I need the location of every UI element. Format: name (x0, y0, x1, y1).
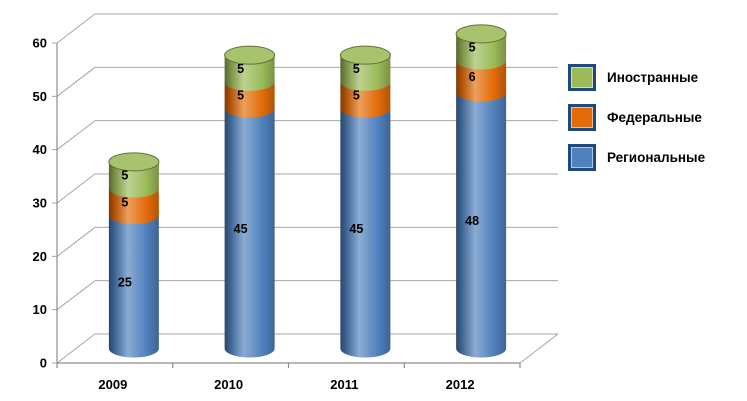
bar-2012: 48 6 5 (455, 24, 507, 358)
y-tick-label: 60 (33, 36, 47, 51)
segment-Федеральные-2009 (108, 188, 159, 225)
data-label-Иностранные-2011: 5 (353, 62, 360, 76)
y-tick-label: 40 (33, 142, 47, 157)
legend-entry-regionalnye: Региональные (568, 143, 705, 172)
segment-Региональные-2009 (108, 215, 159, 358)
segment-Иностранные-2011 (340, 55, 391, 91)
y-tick-label: 0 (40, 356, 47, 371)
segment-Иностранные-2012 (456, 33, 507, 70)
segment-Иностранные-2010 (224, 55, 275, 91)
data-label-Иностранные-2012: 5 (469, 41, 476, 55)
data-label-Региональные-2012: 48 (465, 214, 479, 228)
legend-entry-inostrannye: Иностранные (568, 63, 705, 92)
x-category-label: 2012 (446, 377, 475, 392)
legend: Иностранные Федеральные Региональные (568, 63, 705, 183)
y-axis-labels: 0 10 20 30 40 50 60 (33, 36, 47, 371)
legend-entry-federalnye: Федеральные (568, 103, 705, 132)
segment-Региональные-2011 (340, 108, 391, 358)
y-tick-label: 20 (33, 249, 47, 264)
segment-Федеральные-2011 (340, 81, 391, 118)
legend-label: Региональные (607, 150, 706, 165)
bar-2011: 45 5 5 (339, 45, 391, 358)
legend-label: Иностранные (607, 70, 699, 85)
data-label-Федеральные-2011: 5 (353, 89, 360, 103)
y-tick-label: 10 (33, 302, 47, 317)
y-tick-label: 50 (33, 89, 47, 104)
x-axis-labels: 2009 2010 2011 2012 (98, 377, 474, 392)
bar-2010: 45 5 5 (224, 45, 276, 358)
x-category-label: 2009 (98, 377, 127, 392)
segment-Региональные-2012 (456, 92, 507, 358)
data-label-Федеральные-2012: 6 (469, 70, 476, 84)
cylinder-top-cap (339, 45, 391, 65)
segment-Федеральные-2010 (224, 81, 275, 118)
legend-swatch-blue (568, 144, 596, 171)
x-category-label: 2011 (330, 377, 358, 392)
data-label-Региональные-2010: 45 (234, 222, 248, 236)
data-label-Иностранные-2009: 5 (121, 169, 128, 183)
segment-Иностранные-2009 (108, 161, 159, 198)
data-label-Региональные-2011: 45 (349, 222, 363, 236)
y-tick-label: 30 (33, 196, 47, 211)
data-label-Иностранные-2010: 5 (237, 62, 244, 76)
data-label-Региональные-2009: 25 (118, 275, 132, 289)
segment-Региональные-2010 (224, 108, 275, 358)
bar-2009: 25 5 5 (108, 152, 160, 358)
cylinder-top-cap (108, 152, 160, 172)
data-label-Федеральные-2010: 5 (237, 89, 244, 103)
data-label-Федеральные-2009: 5 (121, 195, 128, 209)
cylinder-top-cap (455, 24, 507, 44)
legend-swatch-orange (568, 104, 596, 131)
cylinder-top-cap (224, 45, 276, 65)
segment-Федеральные-2012 (456, 60, 507, 102)
x-category-label: 2010 (214, 377, 243, 392)
legend-swatch-green (568, 64, 596, 91)
legend-label: Федеральные (607, 110, 702, 125)
axes (56, 43, 521, 368)
